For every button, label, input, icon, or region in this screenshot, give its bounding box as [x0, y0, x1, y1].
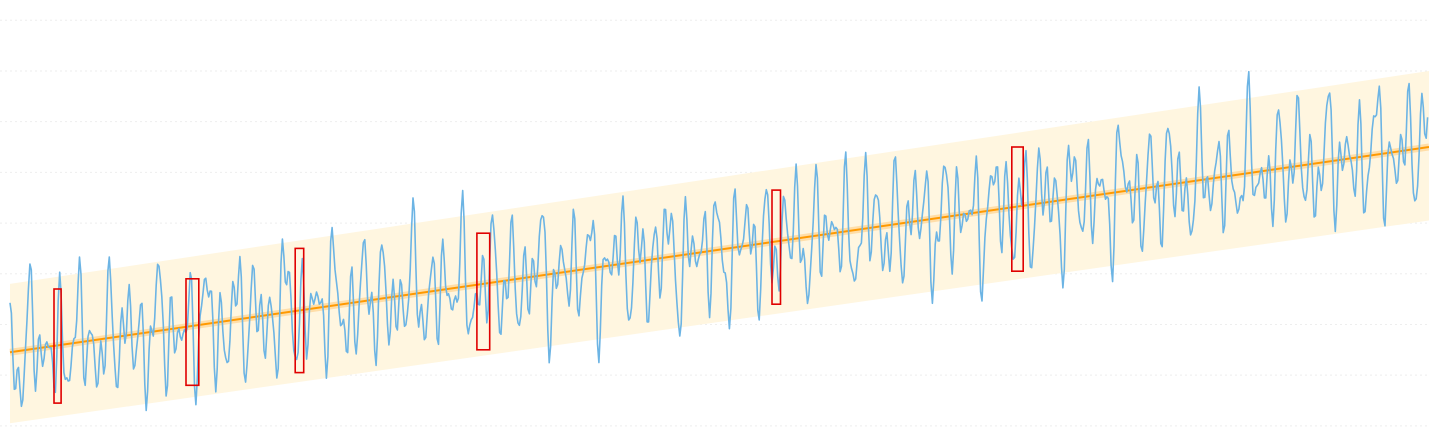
anomaly-box [1010, 146, 1024, 272]
signal-line [9, 70, 1429, 412]
anomaly-box-layer [53, 146, 1024, 404]
trend-line [9, 146, 1429, 354]
trend-line-layer [9, 143, 1429, 356]
signal-line-layer [9, 70, 1429, 412]
anomaly-box [53, 288, 62, 404]
anomaly-box [476, 232, 491, 351]
anomaly-box [294, 247, 305, 374]
anomaly-box [771, 189, 782, 306]
anomaly-box [185, 277, 200, 387]
